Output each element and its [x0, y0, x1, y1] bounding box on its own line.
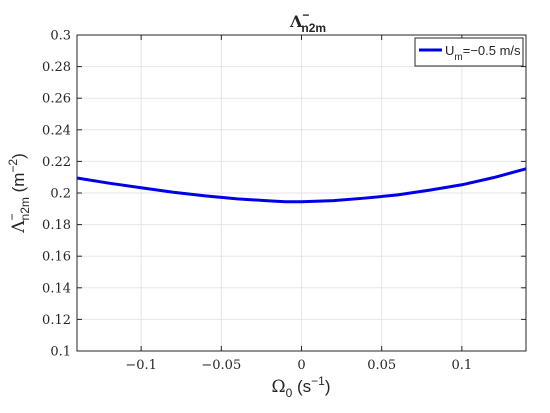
legend-label: Um=−0.5 m/s [445, 43, 521, 63]
chart-title-sup: − [302, 8, 309, 22]
y-axis-label-base: Λ [9, 220, 29, 234]
y-tick-label: 0.3 [50, 29, 71, 44]
y-axis-label-unit-close: ) [9, 153, 28, 159]
series-line [76, 167, 527, 204]
x-axis-label-unit-sup: −1 [311, 374, 325, 388]
chart-title-sub: n2m [301, 21, 326, 35]
x-axis-label-unit: (s [292, 377, 311, 396]
legend-label-rest: =−0.5 m/s [463, 43, 521, 58]
y-tick-label: 0.16 [42, 250, 71, 265]
x-axis-label: Ω0 (s−1) [271, 374, 330, 400]
legend-label-sub: m [454, 52, 462, 63]
y-axis-label-sub: n2m [18, 197, 32, 220]
y-tick-label: 0.12 [42, 313, 71, 328]
legend-box [414, 37, 524, 67]
y-axis-label-unit-sup: −2 [6, 159, 20, 173]
legend-label-base: U [445, 43, 454, 58]
legend: Um=−0.5 m/s [414, 37, 524, 67]
grid [77, 34, 526, 352]
x-axis-label-sub: 0 [286, 386, 293, 400]
y-tick-label: 0.2 [50, 187, 71, 202]
y-tick-label: 0.26 [42, 92, 71, 107]
chart-title-base: Λ [289, 12, 303, 31]
y-axis-label-group: Λ−n2m (m−2) [5, 153, 32, 234]
ticks: −0.1 −0.05 0 0.05 0.1 0.1 0.12 0.14 0.16 0.18 0.2 0… [42, 29, 526, 373]
y-tick-label: 0.22 [42, 155, 71, 170]
x-axis-label-unit-close: ) [325, 377, 331, 396]
y-tick-label: 0.24 [42, 123, 71, 138]
y-tick-label: 0.28 [42, 60, 71, 75]
x-axis-label-base: Ω [271, 377, 285, 397]
y-tick-label: 0.18 [42, 218, 71, 233]
y-axis-label-unit: (m [9, 173, 28, 198]
y-axis-label: Λ−n2m (m−2) [5, 153, 32, 234]
x-tick-label: 0.1 [452, 358, 473, 373]
y-axis-label-sup: − [5, 213, 19, 220]
x-tick-label: −0.1 [125, 358, 157, 373]
y-tick-label: 0.14 [42, 281, 71, 296]
y-tick-label: 0.1 [50, 345, 71, 360]
x-tick-label: −0.05 [201, 358, 241, 373]
series-layer [76, 167, 527, 204]
x-tick-label: 0.05 [367, 358, 396, 373]
chart-title: Λ− n2m [289, 8, 326, 35]
x-tick-label: 0 [297, 358, 305, 373]
